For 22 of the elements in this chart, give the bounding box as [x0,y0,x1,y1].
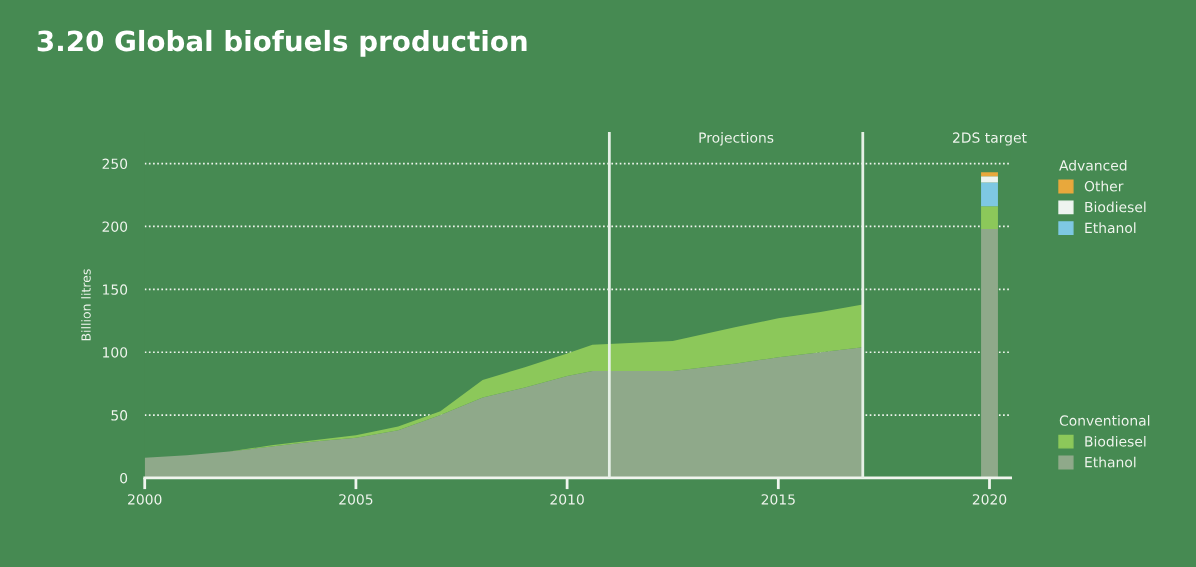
legend-label: Ethanol [1085,222,1136,234]
y-tick-label: 0 [120,472,128,484]
y-tick-label: 250 [102,158,128,170]
legend-label: Ethanol [1085,456,1136,468]
x-tick-label: 2000 [128,494,162,505]
y-tick-label: 50 [111,410,128,421]
text: Advanced [1059,159,1127,171]
y-tick-label: 200 [102,221,128,232]
y-tick-label: 100 [103,347,128,358]
legend-label: Biodiesel [1085,435,1146,447]
annotation: 2DS target [953,132,1027,146]
x-tick-label: 2020 [972,494,1007,505]
x-tick-label: 2005 [339,494,373,505]
text: Conventional [1059,415,1150,426]
x-tick-label: 2015 [761,494,795,505]
annotation: Projections [699,132,774,146]
y-tick-label: 150 [103,284,128,295]
x-tick-label: 2010 [550,494,584,505]
y-axis-title: Billion litres [81,269,91,341]
legend-label: Biodiesel [1085,201,1146,213]
legend-label: Other [1084,180,1124,192]
chart-title: 3.20 Global biofuels production [37,29,527,57]
